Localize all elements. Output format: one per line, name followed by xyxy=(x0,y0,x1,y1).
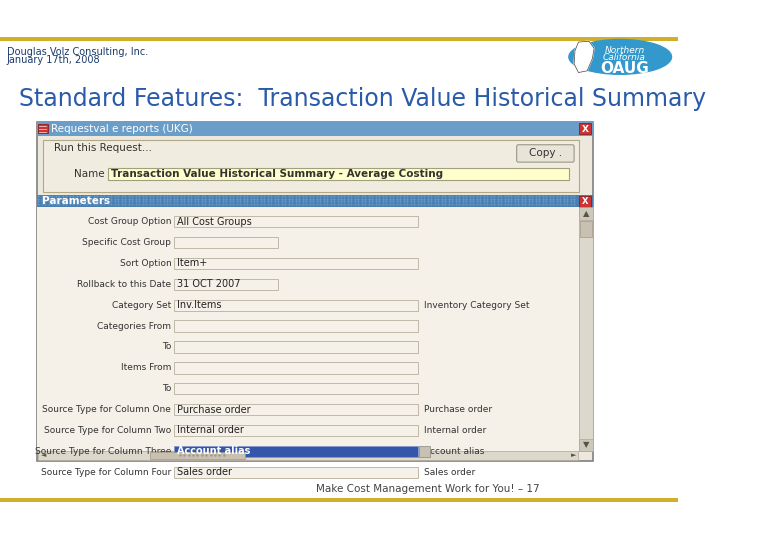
Text: Specific Cost Group: Specific Cost Group xyxy=(83,238,172,247)
Bar xyxy=(174,404,417,415)
Bar xyxy=(580,207,594,451)
Text: Source Type for Column Two: Source Type for Column Two xyxy=(44,426,172,435)
Bar xyxy=(38,124,48,133)
Bar xyxy=(580,221,592,237)
Bar xyxy=(108,168,569,180)
Text: ▲: ▲ xyxy=(583,209,590,218)
Bar xyxy=(174,425,417,436)
Text: ◄: ◄ xyxy=(41,453,46,458)
Text: Account alias: Account alias xyxy=(176,447,250,456)
Text: Item+: Item+ xyxy=(176,259,207,268)
Text: Northern: Northern xyxy=(604,46,645,56)
Text: Category Set: Category Set xyxy=(112,301,172,310)
Text: California: California xyxy=(603,53,646,63)
Text: X: X xyxy=(582,197,588,206)
Bar xyxy=(174,279,278,290)
Bar xyxy=(174,216,417,227)
Text: OAUG: OAUG xyxy=(600,61,649,76)
Text: To: To xyxy=(162,384,172,393)
Text: To: To xyxy=(162,342,172,352)
Bar xyxy=(174,300,417,311)
Text: All Cost Groups: All Cost Groups xyxy=(176,217,251,227)
Text: Purchase order: Purchase order xyxy=(424,405,493,414)
Bar xyxy=(37,207,580,451)
Text: Source Type for Column Three: Source Type for Column Three xyxy=(35,447,172,456)
Bar xyxy=(580,196,590,206)
Text: ▼: ▼ xyxy=(583,440,590,449)
Bar xyxy=(174,237,278,248)
Text: Make Cost Management Work for You! – 17: Make Cost Management Work for You! – 17 xyxy=(316,484,539,495)
Bar xyxy=(174,341,417,353)
FancyBboxPatch shape xyxy=(516,145,574,162)
Text: Copy .: Copy . xyxy=(529,148,562,158)
Bar xyxy=(44,139,580,192)
Text: Douglas Volz Consulting, Inc.: Douglas Volz Consulting, Inc. xyxy=(7,48,148,57)
Text: Sort Option: Sort Option xyxy=(119,259,172,268)
Text: January 17th, 2008: January 17th, 2008 xyxy=(7,55,101,65)
Bar xyxy=(174,446,417,457)
Text: Items From: Items From xyxy=(121,363,172,373)
Polygon shape xyxy=(574,41,594,72)
Text: Account alias: Account alias xyxy=(424,447,485,456)
Text: ►: ► xyxy=(572,453,576,458)
Bar xyxy=(174,467,417,478)
Bar xyxy=(37,122,594,136)
Text: Parameters: Parameters xyxy=(42,196,110,206)
Text: 31 OCT 2007: 31 OCT 2007 xyxy=(176,279,240,289)
Text: Internal order: Internal order xyxy=(424,426,487,435)
Text: Inv.Items: Inv.Items xyxy=(176,300,221,310)
Bar xyxy=(37,195,594,207)
Text: Standard Features:  Transaction Value Historical Summary: Standard Features: Transaction Value His… xyxy=(20,87,706,111)
Text: Requestval e reports (UKG): Requestval e reports (UKG) xyxy=(51,124,193,134)
Bar xyxy=(580,123,591,134)
Bar xyxy=(174,383,417,394)
Bar xyxy=(580,439,594,451)
Text: Internal order: Internal order xyxy=(176,426,243,435)
Bar xyxy=(174,320,417,332)
Bar xyxy=(38,451,577,460)
Text: Rollback to this Date: Rollback to this Date xyxy=(77,280,172,289)
Text: Cost Group Option: Cost Group Option xyxy=(88,217,172,226)
Text: Sales order: Sales order xyxy=(424,468,476,477)
Text: Transaction Value Historical Summary - Average Costing: Transaction Value Historical Summary - A… xyxy=(112,170,444,179)
Bar xyxy=(420,446,430,457)
Bar xyxy=(174,258,417,269)
Bar xyxy=(580,207,594,220)
Ellipse shape xyxy=(569,39,672,75)
Bar xyxy=(37,122,594,461)
Bar xyxy=(174,362,417,374)
Bar xyxy=(150,452,245,459)
Text: Sales order: Sales order xyxy=(176,467,232,477)
Text: Purchase order: Purchase order xyxy=(176,404,250,415)
Text: Run this Request...: Run this Request... xyxy=(54,143,152,153)
Text: Source Type for Column Four: Source Type for Column Four xyxy=(41,468,172,477)
Text: Name: Name xyxy=(74,170,105,179)
Text: Categories From: Categories From xyxy=(98,322,172,330)
Text: Source Type for Column One: Source Type for Column One xyxy=(42,405,172,414)
Text: X: X xyxy=(582,125,589,133)
Text: Inventory Category Set: Inventory Category Set xyxy=(424,301,530,310)
